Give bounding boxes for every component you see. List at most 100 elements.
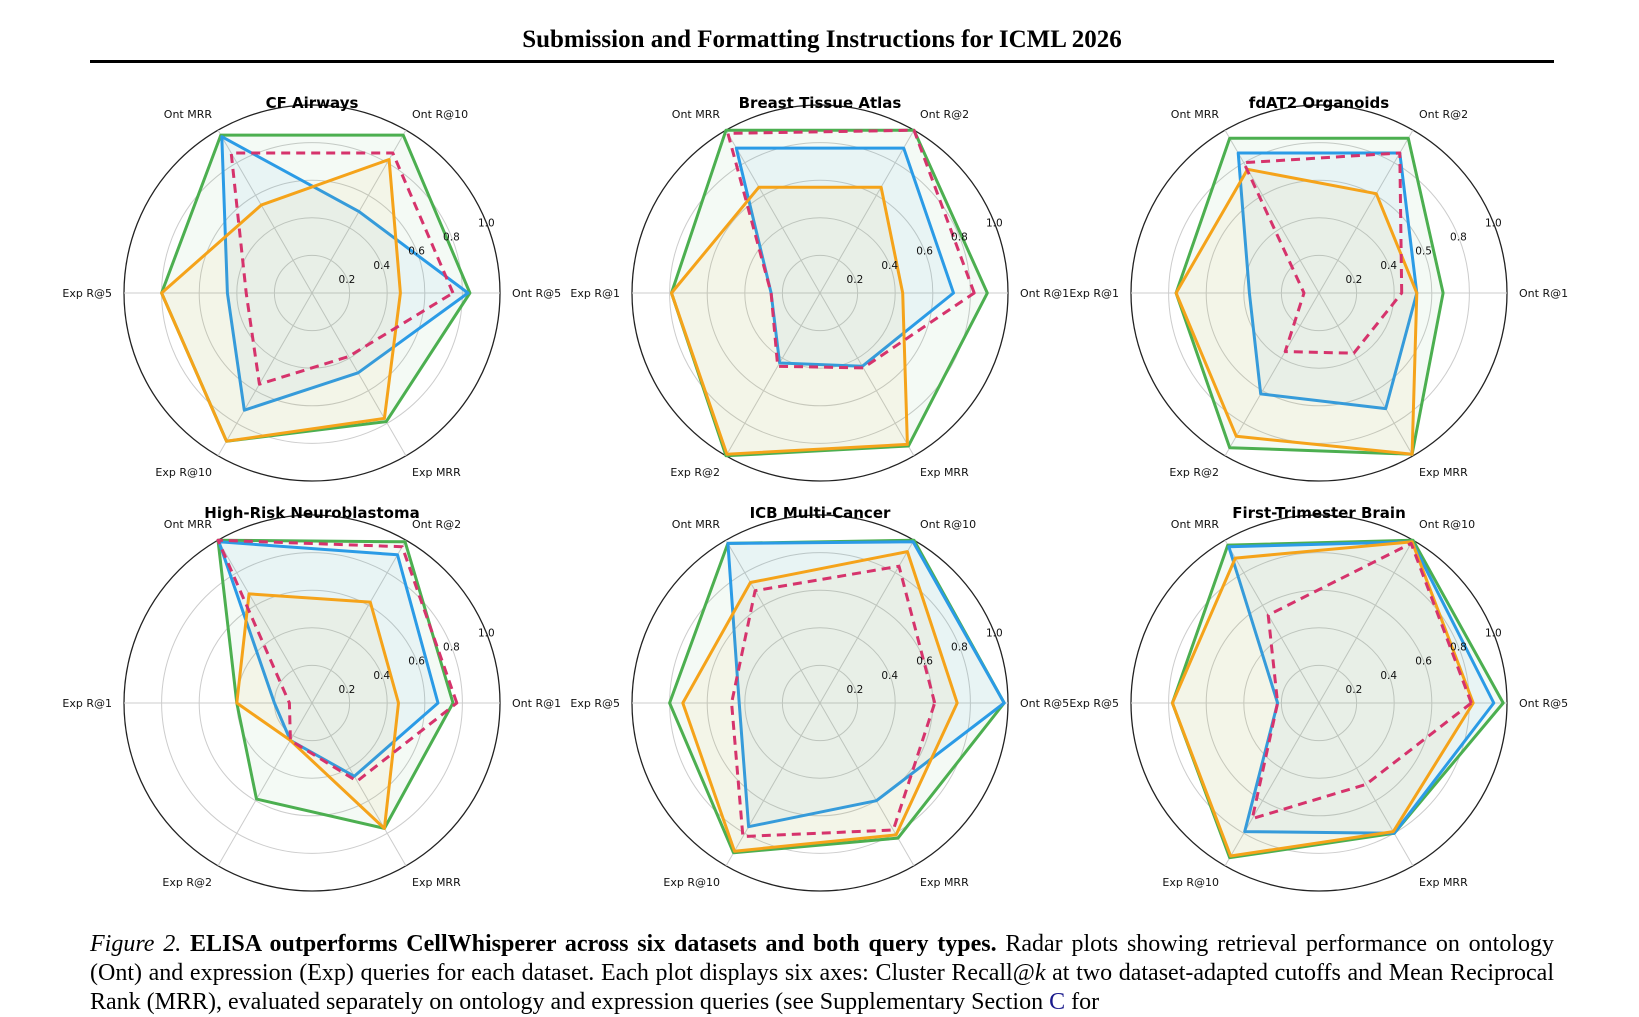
panel-title: High-Risk Neuroblastoma (204, 504, 420, 522)
axis-label-ont-r-5: Ont R@5 (1519, 697, 1568, 710)
axis-spoke (1318, 129, 1414, 294)
radial-tick-label: 0.6 (408, 656, 425, 668)
radar-chart: 0.2 0.4 0.6 0.8 1.0 Ont R@5 Ont R@10 Ont MRR Exp… (62, 104, 561, 482)
axis-label-exp-mrr: Exp MRR (412, 466, 461, 479)
radial-tick-label: 0.6 (916, 656, 933, 668)
axis-spoke (1318, 292, 1414, 457)
axis-label-exp-mrr: Exp MRR (1419, 466, 1468, 479)
radial-tick-label: 1.0 (1485, 218, 1502, 230)
axis-label-ont-r-1: Ont R@1 (1020, 287, 1069, 300)
axis-label-ont-mrr: Ont MRR (672, 108, 721, 121)
axis-spoke (1224, 539, 1320, 704)
series-pink_dashed (730, 564, 937, 838)
panel-title: fdAT2 Organoids (1248, 94, 1390, 112)
series-blue (217, 540, 440, 778)
axis-label-ont-r-10: Ont R@10 (412, 108, 468, 121)
series-green (668, 538, 1006, 855)
radial-tick-label: 0.4 (1380, 670, 1397, 682)
radial-tick-label: 0.6 (408, 246, 425, 258)
page-header-title: Submission and Formatting Instructions f… (522, 26, 1122, 53)
radar-chart: 0.2 0.4 0.6 0.8 1.0 Ont R@5 Ont R@10 Ont MRR Exp… (570, 514, 1069, 892)
series-orange (681, 550, 959, 853)
radar-panel-first-trimester-brain: 0.2 0.4 0.6 0.8 1.0 Ont R@5 Ont R@10 Ont MRR Exp… (1069, 500, 1569, 910)
axis-spoke (217, 292, 313, 457)
axis-label-exp-r-5: Exp R@5 (62, 287, 112, 300)
axis-spoke (1224, 702, 1320, 867)
caption-text-c: for (1065, 989, 1100, 1015)
axis-label-ont-mrr: Ont MRR (1171, 108, 1220, 121)
radial-tick-label: 1.0 (986, 218, 1003, 230)
axis-label-ont-r-2: Ont R@2 (1419, 108, 1468, 121)
radial-tick-label: 0.8 (1450, 642, 1467, 654)
panel-title: CF Airways (265, 94, 359, 112)
axis-spoke (725, 129, 821, 294)
radar-chart: 0.2 0.4 0.6 0.8 1.0 Ont R@5 Ont R@10 Ont MRR Exp… (1069, 514, 1568, 892)
series-pink_dashed (229, 151, 455, 386)
series-pink_dashed (1250, 541, 1473, 821)
axis-label-ont-r-2: Ont R@2 (920, 108, 969, 121)
axis-spoke (217, 702, 313, 867)
axis-label-exp-r-2: Exp R@2 (670, 466, 720, 479)
axis-spoke (725, 539, 821, 704)
axis-spoke (311, 702, 407, 867)
radial-tick-label: 0.2 (847, 274, 864, 286)
axis-spoke (311, 292, 407, 457)
radar-panel-cf-airways: 0.2 0.4 0.6 0.8 1.0 Ont R@5 Ont R@10 Ont MRR Exp… (62, 90, 562, 500)
axis-label-ont-mrr: Ont MRR (1171, 518, 1220, 531)
axis-label-exp-r-5: Exp R@5 (570, 697, 620, 710)
axis-label-exp-r-2: Exp R@2 (162, 876, 212, 889)
series-pink_dashed (726, 128, 976, 370)
axis-label-ont-r-1: Ont R@1 (1519, 287, 1568, 300)
axis-spoke (725, 702, 821, 867)
radial-tick-label: 0.8 (1450, 232, 1467, 244)
radial-tick-label: 0.6 (1415, 656, 1432, 668)
radar-panel-fdat2-organoids: 0.2 0.4 0.5 0.8 1.0 Ont R@1 Ont R@2 Ont MRR Exp … (1069, 90, 1569, 500)
axis-label-ont-r-5: Ont R@5 (1020, 697, 1069, 710)
axis-label-exp-r-2: Exp R@2 (1169, 466, 1219, 479)
axis-label-ont-r-1: Ont R@1 (512, 697, 561, 710)
series-blue (220, 135, 470, 412)
axis-label-exp-r-10: Exp R@10 (155, 466, 212, 479)
axis-spoke (1318, 539, 1414, 704)
radial-tick-label: 0.8 (951, 642, 968, 654)
radial-tick-label: 0.4 (881, 670, 898, 682)
radial-tick-label: 1.0 (478, 628, 495, 640)
axis-label-ont-r-5: Ont R@5 (512, 287, 561, 300)
radial-tick-label: 0.4 (373, 670, 390, 682)
radial-tick-label: 0.4 (373, 260, 390, 272)
axis-label-ont-mrr: Ont MRR (672, 518, 721, 531)
radial-tick-label: 0.4 (1380, 260, 1397, 272)
radial-tick-label: 0.8 (443, 232, 460, 244)
caption-k-variable: k (1034, 960, 1046, 986)
axis-spoke (217, 539, 313, 704)
series-pink_dashed (216, 538, 459, 783)
axis-label-exp-r-1: Exp R@1 (62, 697, 112, 710)
axis-label-ont-mrr: Ont MRR (164, 108, 213, 121)
axis-label-exp-r-10: Exp R@10 (663, 876, 720, 889)
caption-bold-title: ELISA outperforms CellWhisperer across s… (190, 931, 997, 957)
axis-spoke (819, 292, 915, 457)
radial-tick-label: 0.2 (847, 684, 864, 696)
radial-tick-label: 1.0 (1485, 628, 1502, 640)
axis-label-ont-mrr: Ont MRR (164, 518, 213, 531)
series-blue (726, 540, 1006, 829)
axis-spoke (1224, 292, 1320, 457)
radar-panel-icb-multi-cancer: 0.2 0.4 0.6 0.8 1.0 Ont R@5 Ont R@10 Ont MRR Exp… (570, 500, 1070, 910)
axis-spoke (819, 129, 915, 294)
axis-spoke (1224, 129, 1320, 294)
axis-label-ont-r-10: Ont R@10 (1419, 518, 1475, 531)
axis-label-exp-r-10: Exp R@10 (1162, 876, 1219, 889)
panel-title: ICB Multi-Cancer (749, 504, 891, 522)
radar-chart: 0.2 0.4 0.6 0.8 1.0 Ont R@1 Ont R@2 Ont MRR Exp … (62, 514, 561, 892)
axis-label-ont-r-2: Ont R@2 (412, 518, 461, 531)
radial-tick-label: 0.2 (1346, 274, 1363, 286)
radar-chart: 0.2 0.4 0.5 0.8 1.0 Ont R@1 Ont R@2 Ont MRR Exp … (1069, 104, 1568, 482)
radar-panel-high-risk-neuroblastoma: 0.2 0.4 0.6 0.8 1.0 Ont R@1 Ont R@2 Ont MRR Exp … (62, 500, 562, 910)
panel-title: First-Trimester Brain (1232, 504, 1406, 522)
figure-caption: Figure 2. ELISA outperforms CellWhispere… (90, 930, 1554, 1017)
series-pink_dashed (1242, 151, 1404, 355)
panel-title: Breast Tissue Atlas (738, 94, 902, 112)
axis-label-exp-mrr: Exp MRR (920, 466, 969, 479)
axis-label-exp-r-1: Exp R@1 (1069, 287, 1119, 300)
section-link[interactable]: C (1049, 989, 1066, 1015)
